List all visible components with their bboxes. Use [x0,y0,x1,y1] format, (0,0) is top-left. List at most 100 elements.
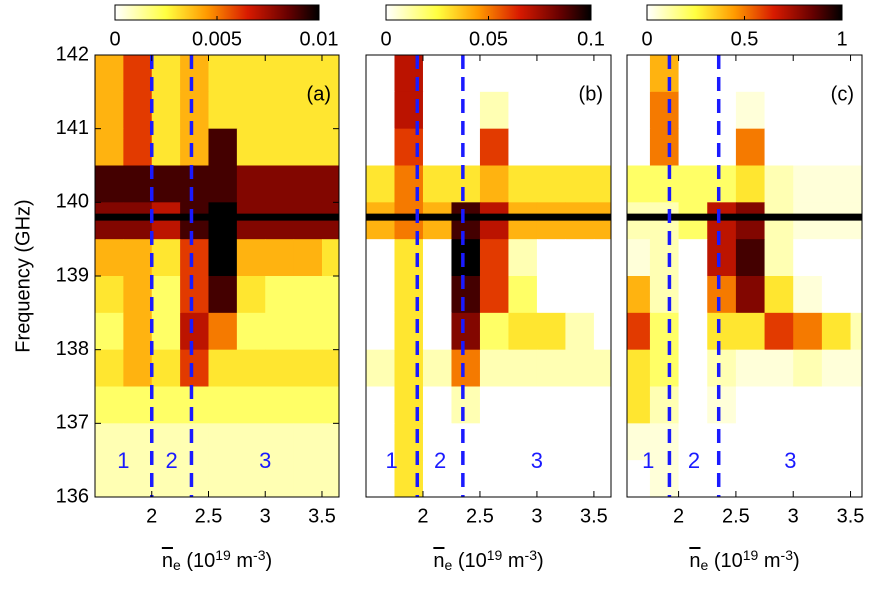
y-tick-label: 140 [56,191,89,213]
heat-cell [536,165,566,203]
heat-cell [649,386,680,424]
heat-cell [627,423,651,461]
heat-cell [627,91,651,130]
heat-cell [151,239,181,277]
heat-cell [265,460,295,497]
x-label-part: m [502,550,524,572]
heat-cell [479,91,509,130]
heat-cell [394,128,424,166]
heat-cell [508,239,538,277]
heat-cell [293,55,323,93]
heat-cell [821,202,852,240]
heat-cell [479,55,509,93]
heat-cell [764,128,794,166]
heat-cell [265,276,295,314]
heat-cell [236,91,266,130]
heat-cell [536,276,566,314]
heat-cell [366,128,395,166]
heat-cell [764,386,794,424]
heat-cell [793,91,823,130]
heat-cell [321,202,339,240]
x-label-part: m [231,550,253,572]
heat-cell [649,312,680,351]
heat-cell [394,55,424,93]
x-tick-label: 2.5 [195,505,223,527]
heat-cell [627,202,651,240]
heat-cell [649,55,680,93]
heat-cell [236,276,266,314]
heat-cell [821,276,852,314]
heat-cell [793,386,823,424]
y-tick-label: 138 [56,338,89,360]
heat-cell [649,165,680,203]
y-tick-label: 137 [56,412,89,434]
region-label: 3 [259,448,271,473]
x-axis-label: ne (1019 m-3) [433,547,543,573]
heat-cell [627,276,651,314]
x-tick-label: 3 [531,505,542,527]
heat-cell [123,128,153,166]
heat-cell [451,165,481,203]
heatmap [627,55,862,497]
heat-cell [151,55,181,93]
heat-cell [593,91,611,130]
heat-cell [208,91,238,130]
x-label-part: -3 [253,547,266,563]
heat-cell [293,239,323,277]
colorbar-tick-label: 1 [836,28,847,50]
heat-cell [565,423,595,461]
heat-cell [508,128,538,166]
heat-cell [95,460,124,497]
heat-cell [735,239,766,277]
heat-cell [593,349,611,387]
x-tick-label: 3.5 [580,505,608,527]
heat-cell [536,55,566,93]
heat-cell [422,312,452,351]
heat-cell [293,312,323,351]
heat-cell [627,239,651,277]
heat-cell [123,423,153,461]
heat-cell [151,312,181,351]
x-label-part: 19 [215,547,231,563]
heat-cell [508,460,538,497]
heat-cell [451,91,481,130]
heat-cell [536,312,566,351]
x-tick-label: 3.5 [837,505,865,527]
heat-cell [479,202,509,240]
heatmap [366,55,611,497]
y-tick-label: 139 [56,264,89,286]
heat-cell [236,165,266,203]
heat-cell [593,423,611,461]
region-label: 2 [165,448,177,473]
heat-cell [593,386,611,424]
x-axis-label: ne (1019 m-3) [689,547,799,573]
heat-cell [451,386,481,424]
heat-cell [123,276,153,314]
axes-frame [626,54,863,498]
x-tick-label: 2.5 [722,505,750,527]
heat-cell [236,128,266,166]
heat-cell [95,386,124,424]
heat-cell [508,55,538,93]
colorbar-tick-label: 0 [109,28,120,50]
heat-cell [451,423,481,461]
panel-label: (a) [307,83,331,105]
heat-cell [565,55,595,93]
heat-cell [321,312,339,351]
heat-cell [536,423,566,461]
heat-cell [508,349,538,387]
panel-label: (c) [831,83,854,105]
heat-cell [208,165,238,203]
heat-cell [321,239,339,277]
heat-cell [707,165,737,203]
heat-cell [180,55,209,93]
heat-cell [793,55,823,93]
x-label-part: n [433,550,444,572]
heat-cell [265,312,295,351]
axes-frame [365,54,612,498]
heat-cell [707,423,737,461]
heat-cell [508,423,538,461]
heat-cell [707,91,737,130]
x-tick-label: 2 [417,505,428,527]
heat-cell [422,239,452,277]
